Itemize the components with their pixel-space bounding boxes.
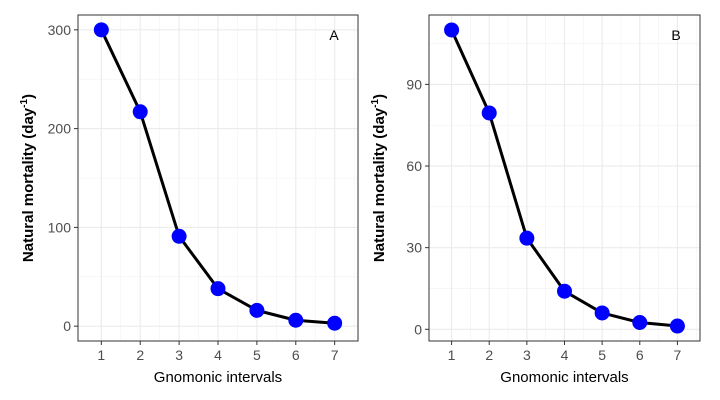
panel-a-x-tick-label: 1	[97, 347, 105, 363]
panel-a-y-axis-title-main: Natural mortality (day	[20, 107, 37, 262]
panel-a-data-point	[210, 281, 226, 297]
panel-b-data-point	[519, 230, 535, 246]
panel-a-data-point	[171, 228, 187, 244]
panel-b-data-point	[444, 22, 460, 38]
panel-a-data-point	[327, 315, 343, 331]
panel-a-data-point	[132, 104, 148, 120]
panel-b-y-tick-label: 60	[406, 158, 422, 174]
panel-a-series	[93, 22, 343, 331]
panel-a-y-axis-title-close: )	[20, 94, 37, 99]
panel-a-data-point	[93, 22, 109, 38]
panel-b-data-point	[632, 314, 648, 330]
panel-a: 0 100 200 300 1 2 3 4 5 6 7 A Gnomonic intervals N…	[19, 14, 359, 386]
panel-a-x-tick-label: 2	[136, 347, 144, 363]
panel-b-data-point	[669, 318, 685, 334]
panel-b-y-tick-label: 30	[406, 240, 422, 256]
panel-b: 0 30 60 90 1 2 3 4 5 6 7 B Gnomonic intervals Natu…	[370, 14, 701, 386]
panel-a-ticks: 0 100 200 300 1 2 3 4 5 6 7	[48, 22, 339, 363]
panel-a-x-tick-label: 6	[292, 347, 300, 363]
panel-b-x-tick-label: 7	[674, 347, 682, 363]
panel-a-tag: A	[329, 27, 339, 43]
panel-b-x-axis-title: Gnomonic intervals	[500, 369, 628, 386]
panel-a-grid	[78, 15, 358, 341]
panel-a-x-tick-label: 3	[175, 347, 183, 363]
panel-b-x-tick-label: 2	[485, 347, 493, 363]
panel-b-y-tick-label: 90	[406, 76, 422, 92]
panel-a-y-tick-label: 100	[48, 219, 72, 235]
panel-b-x-tick-label: 3	[523, 347, 531, 363]
panel-b-y-axis-title-main: Natural mortality (day	[371, 107, 388, 262]
panel-b-ticks: 0 30 60 90 1 2 3 4 5 6 7	[406, 76, 681, 363]
panel-a-y-axis-title-sup: -1	[19, 99, 30, 108]
panel-b-y-axis-title: Natural mortality (day-1)	[370, 94, 388, 262]
panel-a-x-tick-label: 4	[214, 347, 222, 363]
panel-a-x-tick-label: 5	[253, 347, 261, 363]
panel-b-data-point	[594, 305, 610, 321]
panel-b-x-tick-label: 4	[561, 347, 569, 363]
panel-a-x-tick-label: 7	[331, 347, 339, 363]
panel-b-x-tick-label: 1	[448, 347, 456, 363]
panel-b-data-point	[557, 283, 572, 299]
panel-b-series	[444, 22, 685, 334]
panel-b-data-point	[481, 105, 497, 121]
panel-a-x-axis-title: Gnomonic intervals	[154, 369, 282, 386]
panel-a-y-tick-label: 300	[48, 22, 72, 38]
panel-a-y-tick-label: 200	[48, 121, 72, 137]
panel-b-x-tick-label: 6	[636, 347, 644, 363]
panel-a-y-tick-label: 0	[63, 318, 71, 334]
panel-b-x-tick-label: 5	[598, 347, 606, 363]
panel-a-data-point	[288, 312, 304, 328]
panel-a-data-point	[249, 302, 265, 318]
panel-b-y-axis-title-sup: -1	[370, 99, 381, 108]
panel-a-y-axis-title: Natural mortality (day-1)	[19, 94, 37, 262]
panel-b-y-tick-label: 0	[414, 321, 422, 337]
panel-b-y-axis-title-close: )	[371, 94, 388, 99]
panel-b-tag: B	[671, 27, 680, 43]
